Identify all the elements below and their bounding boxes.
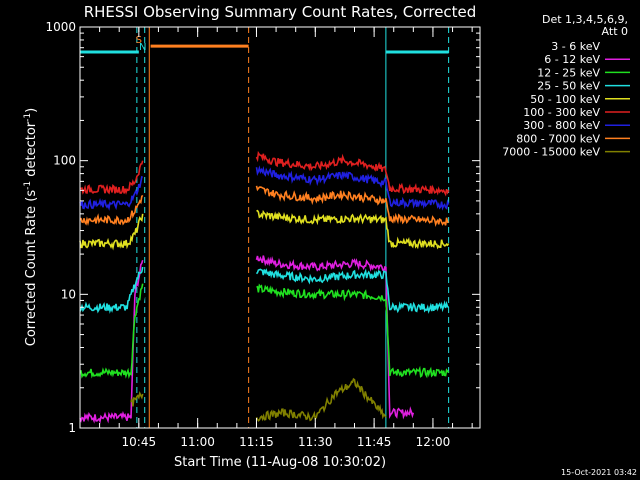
legend-label: 7000 - 15000 keV bbox=[502, 146, 600, 159]
timestamp: 15-Oct-2021 03:42 bbox=[561, 468, 637, 477]
y-tick-label: 1000 bbox=[45, 20, 76, 34]
state-marker-N: N bbox=[139, 42, 146, 53]
x-tick-label: 10:45 bbox=[122, 435, 157, 449]
legend-label: 3 - 6 keV bbox=[551, 40, 600, 53]
x-tick-label: 11:45 bbox=[357, 435, 392, 449]
legend-label: 800 - 7000 keV bbox=[516, 132, 600, 145]
state-marker-S: S bbox=[136, 35, 142, 46]
series-line-9-0 bbox=[130, 391, 144, 407]
legend-label: 100 - 300 keV bbox=[523, 106, 600, 119]
axes: 1 10 100 1000 10:45 11:00 11:15 11:30 11:45 12:00 bbox=[45, 20, 480, 449]
legend-label: 25 - 50 keV bbox=[537, 80, 600, 93]
legend-header: Det 1,3,4,5,6,9, bbox=[542, 13, 628, 26]
y-tick-label: 1 bbox=[68, 421, 76, 435]
series-line-4-1 bbox=[255, 268, 450, 314]
legend-label: 300 - 800 keV bbox=[523, 119, 600, 132]
series-line-9-1 bbox=[255, 377, 387, 422]
y-tick-label: 10 bbox=[61, 287, 76, 301]
series-line-5-0 bbox=[79, 213, 144, 251]
series-line-5-1 bbox=[256, 209, 450, 250]
series-line-2-0 bbox=[79, 259, 144, 424]
plot-frame bbox=[79, 26, 481, 429]
x-axis-label: Start Time (11-Aug-08 10:30:02) bbox=[174, 455, 386, 470]
series-line-7-0 bbox=[79, 175, 144, 211]
x-tick-label: 11:30 bbox=[298, 435, 333, 449]
legend-label: 50 - 100 keV bbox=[530, 93, 600, 106]
x-tick-label: 11:15 bbox=[239, 435, 274, 449]
series-line-1-0 bbox=[140, 294, 146, 316]
series-line-4-0 bbox=[79, 266, 144, 314]
series-line-6-0 bbox=[79, 160, 144, 195]
x-tick-label: 12:00 bbox=[416, 435, 451, 449]
legend-label: 6 - 12 keV bbox=[544, 53, 600, 66]
series-line-7-1 bbox=[255, 165, 450, 211]
series-line-6-1 bbox=[255, 150, 450, 197]
series-line-3-0 bbox=[79, 283, 144, 379]
legend-header: Att 0 bbox=[602, 25, 628, 38]
y-axis-label: Corrected Count Rate (s-1 detector-1) bbox=[23, 108, 39, 346]
y-tick-label: 100 bbox=[53, 154, 76, 168]
chart-title: RHESSI Observing Summary Count Rates, Co… bbox=[84, 3, 477, 21]
series-line-3-1 bbox=[256, 283, 450, 379]
series-line-8-1 bbox=[255, 185, 449, 227]
x-tick-label: 11:00 bbox=[180, 435, 215, 449]
legend-label: 12 - 25 keV bbox=[537, 66, 600, 79]
series-line-8-0 bbox=[79, 194, 144, 227]
